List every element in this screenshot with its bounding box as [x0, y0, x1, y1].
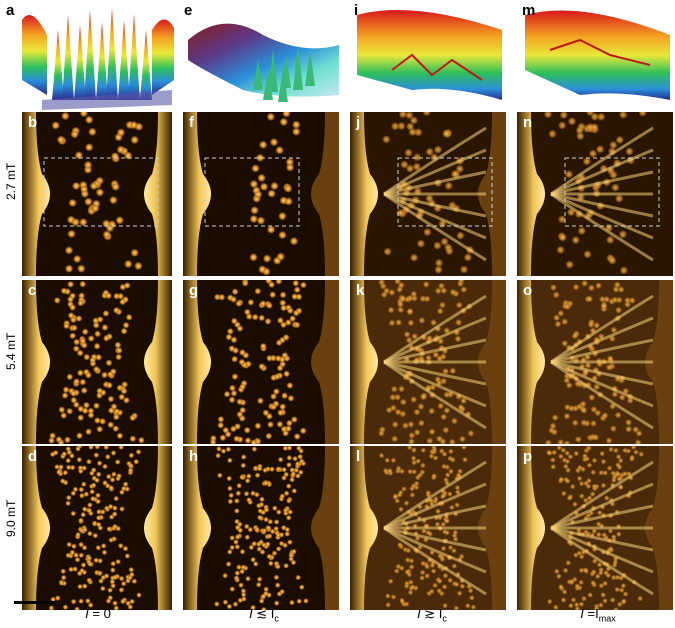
micrograph-panel-d: d — [22, 446, 172, 610]
panel-letter-l: l — [356, 448, 361, 465]
row-label-5-4mT: 5.4 mT — [4, 332, 18, 370]
topography-panel-m — [520, 0, 670, 110]
column-label-1: I = 0 — [85, 606, 111, 621]
row-label-9-0mT: 9.0 mT — [4, 499, 18, 537]
panel-letter-h: h — [189, 448, 199, 465]
panel-letter-a: a — [6, 2, 15, 19]
micrograph-panel-c: c — [22, 280, 172, 444]
panel-letter-m: m — [522, 2, 536, 19]
panel-letter-f: f — [189, 114, 194, 131]
scale-bar — [14, 601, 56, 604]
micrograph-panel-p: p — [517, 446, 673, 610]
column-label-2: I ≲ Ic — [249, 606, 279, 624]
micrograph-panel-n: n — [517, 112, 673, 276]
micrograph-panel-f: f — [183, 112, 339, 276]
micrograph-panel-g: g — [183, 280, 339, 444]
topography-panel-a — [22, 0, 174, 110]
panel-letter-k: k — [356, 282, 365, 299]
panel-letter-e: e — [184, 2, 193, 19]
panel-letter-d: d — [28, 448, 38, 465]
micrograph-panel-j: j — [350, 112, 506, 276]
column-label-4: I =Imax — [580, 606, 616, 624]
micrograph-panel-h: h — [183, 446, 339, 610]
column-label-3: I ≳ Ic — [417, 606, 447, 624]
micrograph-panel-o: o — [517, 280, 673, 444]
panel-letter-n: n — [523, 114, 533, 131]
panel-letter-b: b — [28, 114, 38, 131]
micrograph-panel-k: k — [350, 280, 506, 444]
panel-letter-o: o — [523, 282, 533, 299]
panel-letter-j: j — [356, 114, 361, 131]
topography-panel-i — [352, 0, 502, 110]
topography-panel-e — [183, 0, 339, 110]
panel-letter-c: c — [28, 282, 37, 299]
panel-letter-g: g — [189, 282, 199, 299]
panel-letter-p: p — [523, 448, 533, 465]
micrograph-panel-b: b — [22, 112, 172, 276]
panel-letter-i: i — [354, 2, 359, 19]
micrograph-panel-l: l — [350, 446, 506, 610]
row-label-2-7mT: 2.7 mT — [4, 162, 18, 200]
